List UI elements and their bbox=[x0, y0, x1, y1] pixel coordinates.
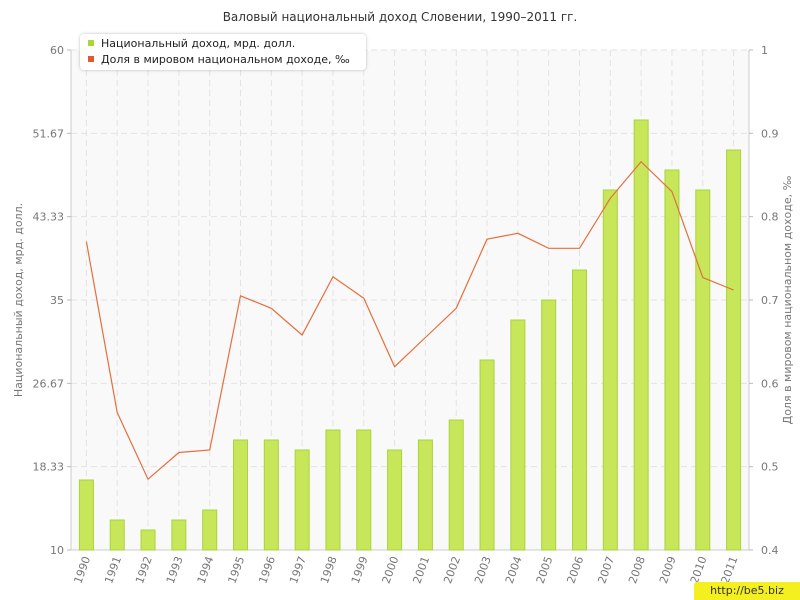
bar bbox=[294, 449, 310, 551]
legend-swatch-bars bbox=[88, 40, 94, 46]
watermark-link[interactable]: http://be5.biz bbox=[694, 582, 800, 600]
x-tick-label: 2005 bbox=[534, 555, 556, 586]
x-tick-label: 2000 bbox=[380, 555, 402, 586]
x-tick-label: 2008 bbox=[626, 555, 648, 586]
line-series bbox=[85, 160, 734, 481]
y-right-tick-label: 0.5 bbox=[761, 461, 779, 474]
y-right-tick-label: 0.7 bbox=[761, 294, 779, 307]
y-left-tick-label: 43.33 bbox=[33, 211, 65, 224]
x-tick-label: 1997 bbox=[287, 555, 309, 586]
y-left-tick-label: 26.67 bbox=[33, 377, 65, 390]
x-tick-label: 1993 bbox=[164, 555, 186, 586]
bar bbox=[263, 439, 279, 551]
y-left-tick-label: 10 bbox=[50, 544, 64, 557]
bar bbox=[356, 429, 372, 551]
x-tick-label: 2007 bbox=[595, 555, 617, 586]
legend-item-bars[interactable]: Национальный доход, мрд. долл. bbox=[88, 37, 295, 51]
x-tick-label: 1994 bbox=[195, 555, 217, 586]
x-tick-label: 2010 bbox=[688, 555, 710, 586]
bar bbox=[78, 479, 94, 551]
bar bbox=[572, 269, 587, 551]
y-right-tick-label: 0.8 bbox=[761, 211, 779, 224]
bar bbox=[479, 359, 495, 551]
x-tick-label: 1995 bbox=[226, 555, 248, 586]
x-tick-label: 2003 bbox=[472, 555, 494, 586]
y-left-tick-label: 18.33 bbox=[33, 461, 65, 474]
y-right-tick-label: 0.4 bbox=[761, 544, 779, 557]
chart-title: Валовый национальный доход Словении, 199… bbox=[222, 10, 578, 24]
bar bbox=[726, 149, 742, 551]
legend-swatch-line bbox=[88, 56, 94, 62]
bar bbox=[602, 189, 618, 551]
x-tick-label: 2011 bbox=[719, 555, 741, 586]
y-right-tick-label: 1 bbox=[761, 44, 768, 57]
bar bbox=[109, 519, 125, 551]
x-tick-label: 1999 bbox=[349, 555, 371, 586]
bar bbox=[633, 119, 649, 551]
y-left-tick-label: 60 bbox=[50, 44, 64, 57]
bar bbox=[233, 439, 248, 551]
y-right-tick-label: 0.9 bbox=[761, 127, 779, 140]
x-tick-label: 2002 bbox=[441, 555, 463, 586]
bar bbox=[140, 529, 156, 551]
y-right-tick-label: 0.6 bbox=[761, 377, 779, 390]
bar bbox=[387, 449, 403, 551]
x-tick-label: 2006 bbox=[565, 555, 587, 586]
x-tick-label: 2009 bbox=[657, 555, 679, 586]
bar bbox=[695, 189, 711, 551]
x-tick-label: 1990 bbox=[71, 555, 93, 586]
y-left-axis-title: Национальный доход, мрд. долл. bbox=[12, 203, 25, 397]
bar bbox=[202, 509, 218, 551]
bar bbox=[541, 299, 557, 551]
y-left-tick-label: 35 bbox=[50, 294, 64, 307]
y-right-axis-title: Доля в мировом национальном доходе, ‰ bbox=[781, 175, 794, 424]
legend-label-bars: Национальный доход, мрд. долл. bbox=[101, 37, 296, 50]
y-left-tick-label: 51.67 bbox=[33, 127, 65, 140]
legend-item-line[interactable]: Доля в мировом национальном доходе, ‰ bbox=[88, 53, 350, 67]
bar bbox=[417, 439, 433, 551]
x-tick-label: 2004 bbox=[503, 555, 525, 586]
x-tick-label: 1992 bbox=[133, 555, 155, 586]
bar bbox=[664, 169, 680, 551]
bar bbox=[325, 429, 341, 551]
x-tick-label: 2001 bbox=[410, 555, 432, 586]
bar bbox=[448, 419, 464, 551]
x-tick-label: 1996 bbox=[256, 555, 278, 586]
x-tick-label: 1991 bbox=[102, 555, 124, 586]
chart-legend: Национальный доход, мрд. долл. Доля в ми… bbox=[80, 34, 366, 70]
x-tick-label: 1998 bbox=[318, 555, 340, 586]
bar bbox=[510, 319, 526, 551]
legend-label-line: Доля в мировом национальном доходе, ‰ bbox=[101, 53, 350, 66]
bar bbox=[171, 519, 187, 551]
